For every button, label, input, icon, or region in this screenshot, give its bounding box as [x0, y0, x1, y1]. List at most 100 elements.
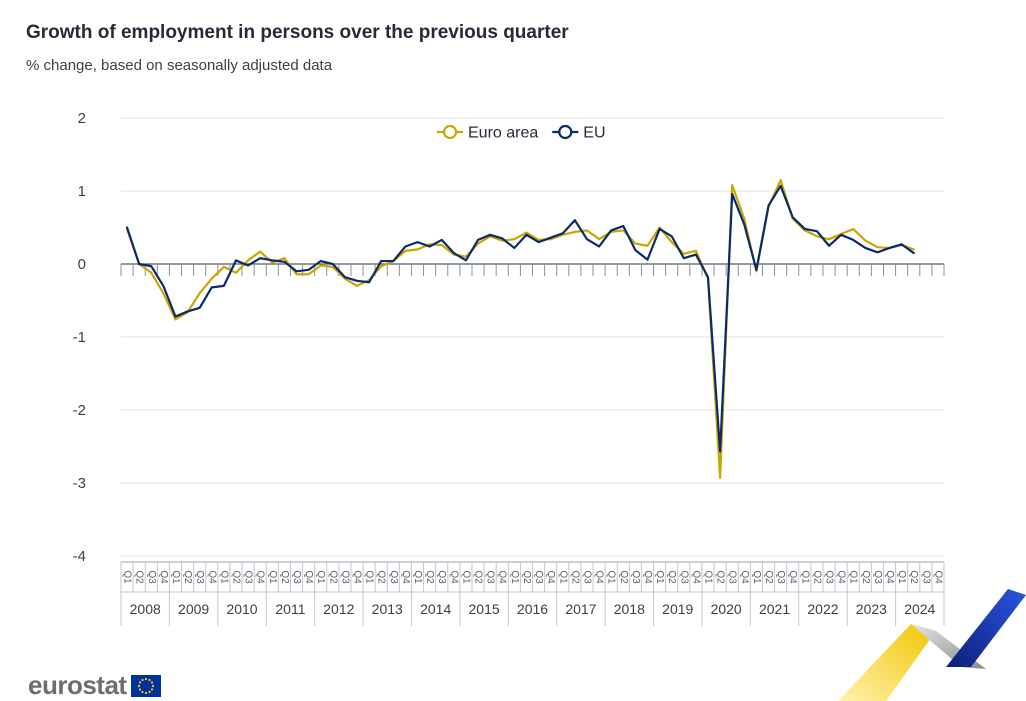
year-tick-label: 2022 [807, 601, 838, 617]
chart-subtitle: % change, based on seasonally adjusted d… [26, 57, 333, 74]
year-tick-label: 2012 [323, 601, 354, 617]
quarter-tick-label: Q2 [134, 570, 145, 584]
year-tick-label: 2009 [178, 601, 209, 617]
quarter-tick-label: Q3 [678, 570, 689, 584]
quarter-tick-label: Q1 [799, 570, 810, 584]
year-tick-label: 2017 [565, 601, 596, 617]
quarter-tick-label: Q1 [702, 570, 713, 584]
quarter-tick-label: Q1 [896, 570, 907, 584]
chart-title: Growth of employment in persons over the… [26, 22, 569, 43]
quarter-tick-label: Q3 [194, 570, 205, 584]
quarter-tick-label: Q3 [436, 570, 447, 584]
quarter-tick-label: Q1 [557, 570, 568, 584]
quarter-tick-label: Q1 [412, 570, 423, 584]
quarter-tick-label: Q4 [352, 570, 363, 584]
year-tick-label: 2010 [226, 601, 257, 617]
y-tick-label: -4 [73, 548, 86, 565]
quarter-tick-label: Q1 [364, 570, 375, 584]
quarter-tick-label: Q4 [303, 570, 314, 584]
quarter-tick-label: Q4 [932, 570, 943, 584]
series-lines [125, 178, 915, 479]
quarter-tick-label: Q1 [460, 570, 471, 584]
quarter-tick-label: Q4 [787, 570, 798, 584]
quarter-tick-label: Q1 [122, 570, 133, 584]
quarter-tick-label: Q4 [642, 570, 653, 584]
quarter-tick-label: Q1 [170, 570, 181, 584]
quarter-tick-label: Q4 [545, 570, 556, 584]
quarter-tick-label: Q2 [279, 570, 290, 584]
quarter-tick-label: Q2 [230, 570, 241, 584]
quarter-tick-label: Q1 [267, 570, 278, 584]
year-tick-label: 2021 [759, 601, 790, 617]
y-tick-label: 0 [78, 256, 86, 273]
y-tick-label: 1 [78, 183, 86, 200]
legend-label: Euro area [468, 125, 538, 142]
legend-item-euro-area[interactable]: Euro area [437, 125, 538, 142]
quarter-tick-label: Q4 [158, 570, 169, 584]
legend[interactable]: Euro area EU [437, 125, 606, 142]
quarter-tick-label: Q3 [388, 570, 399, 584]
legend-label: EU [583, 125, 605, 142]
year-tick-label: 2019 [662, 601, 693, 617]
quarter-tick-label: Q1 [606, 570, 617, 584]
quarter-tick-label: Q2 [860, 570, 871, 584]
quarter-tick-label: Q3 [581, 570, 592, 584]
quarter-tick-label: Q3 [339, 570, 350, 584]
grid-lines [121, 117, 944, 557]
y-tick-label: 2 [78, 110, 86, 127]
year-tick-label: 2011 [275, 601, 305, 617]
quarter-tick-label: Q1 [315, 570, 326, 584]
quarter-tick-label: Q3 [485, 570, 496, 584]
y-axis: 2 1 0 -1 -2 -3 -4 [73, 110, 86, 565]
series-line-eu[interactable] [125, 184, 915, 453]
quarter-tick-label: Q3 [727, 570, 738, 584]
quarter-tick-label: Q3 [775, 570, 786, 584]
quarter-tick-label: Q4 [497, 570, 508, 584]
quarter-tick-label: Q3 [630, 570, 641, 584]
quarter-tick-label: Q2 [327, 570, 338, 584]
quarter-tick-label: Q2 [569, 570, 580, 584]
quarter-tick-label: Q2 [666, 570, 677, 584]
year-tick-label: 2020 [711, 601, 742, 617]
year-tick-label: 2024 [904, 601, 935, 617]
quarter-tick-label: Q4 [884, 570, 895, 584]
corner-decoration [838, 589, 1026, 701]
quarter-tick-label: Q2 [715, 570, 726, 584]
quarter-tick-label: Q2 [618, 570, 629, 584]
quarter-tick-label: Q1 [509, 570, 520, 584]
quarter-tick-label: Q4 [836, 570, 847, 584]
quarter-tick-label: Q2 [763, 570, 774, 584]
y-tick-label: -1 [73, 329, 86, 346]
year-tick-label: 2018 [614, 601, 645, 617]
quarter-tick-label: Q4 [690, 570, 701, 584]
year-tick-label: 2013 [372, 601, 403, 617]
quarter-tick-label: Q4 [739, 570, 750, 584]
quarter-tick-label: Q2 [182, 570, 193, 584]
quarter-tick-label: Q2 [424, 570, 435, 584]
quarter-tick-label: Q3 [872, 570, 883, 584]
quarter-tick-label: Q4 [448, 570, 459, 584]
quarter-tick-label: Q3 [920, 570, 931, 584]
quarter-tick-label: Q2 [376, 570, 387, 584]
y-tick-label: -3 [73, 475, 86, 492]
quarter-tick-label: Q4 [400, 570, 411, 584]
quarter-tick-label: Q1 [654, 570, 665, 584]
year-tick-label: 2015 [469, 601, 500, 617]
quarter-tick-label: Q3 [146, 570, 157, 584]
eu-flag-icon [130, 674, 161, 697]
quarter-tick-label: Q3 [243, 570, 254, 584]
quarter-tick-label: Q2 [521, 570, 532, 584]
year-tick-label: 2008 [130, 601, 161, 617]
y-tick-label: -2 [73, 402, 86, 419]
quarter-tick-label: Q2 [908, 570, 919, 584]
legend-marker [442, 124, 458, 140]
quarter-tick-label: Q4 [255, 570, 266, 584]
quarter-tick-label: Q3 [533, 570, 544, 584]
x-axis: Q1 Q2 Q3 Q4 Q1 Q2 Q3 Q4 Q1 Q2 Q3 Q4 Q1 Q2 Q3 Q4 Q1 Q2 Q3 Q4… [120, 263, 945, 626]
quarter-tick-label: Q4 [206, 570, 217, 584]
legend-item-eu[interactable]: EU [552, 125, 606, 142]
year-tick-label: 2023 [856, 601, 887, 617]
quarter-tick-label: Q1 [751, 570, 762, 584]
quarter-tick-label: Q4 [594, 570, 605, 584]
series-line-euro-area[interactable] [125, 178, 915, 479]
